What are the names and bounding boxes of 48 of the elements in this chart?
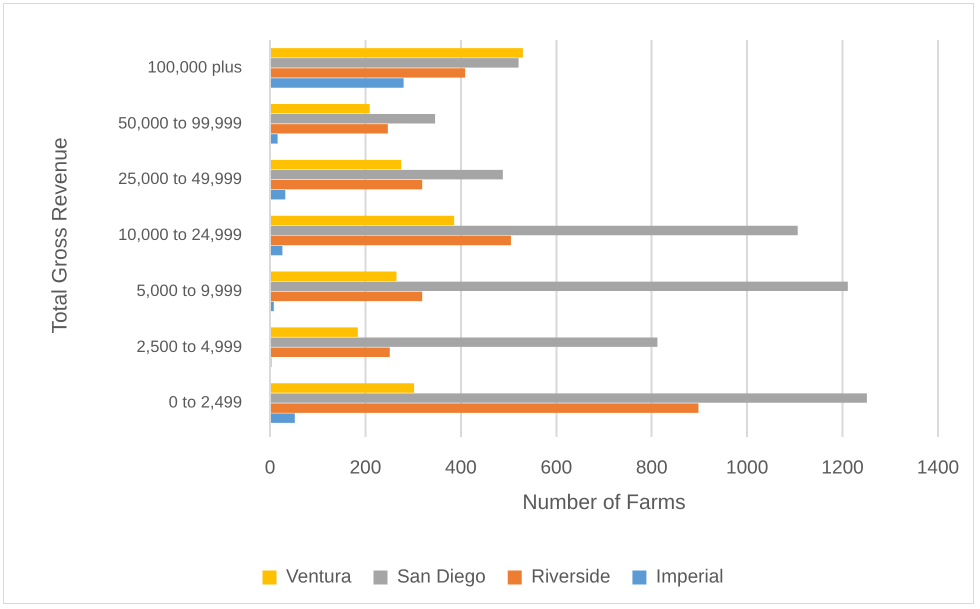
bar: [271, 383, 414, 393]
bar: [271, 246, 282, 256]
y-tick-label: 100,000 plus: [148, 58, 242, 76]
bar: [271, 216, 454, 226]
x-axis-title: Number of Farms: [522, 491, 686, 514]
x-tick-label: 200: [350, 458, 382, 479]
bar: [271, 78, 404, 88]
x-tick-label: 800: [636, 458, 668, 479]
x-tick-label: 1200: [821, 458, 864, 479]
bar: [271, 134, 278, 144]
legend-label: Ventura: [286, 566, 352, 588]
bar: [271, 272, 396, 281]
legend-label: San Diego: [397, 566, 486, 588]
bar: [271, 170, 503, 180]
x-tick-label: 600: [540, 458, 572, 479]
x-tick-label: 0: [264, 458, 276, 479]
x-tick-label: 400: [445, 458, 477, 479]
y-tick-label: 2,500 to 4,999: [136, 338, 242, 356]
bar: [271, 327, 358, 337]
bar: [271, 68, 466, 78]
bar: [271, 124, 388, 134]
y-axis-title: Total Gross Revenue: [48, 137, 72, 334]
x-tick-label: 1400: [916, 458, 960, 479]
y-tick-label: 50,000 to 99,999: [118, 114, 242, 132]
y-tick-label: 25,000 to 49,999: [118, 170, 242, 188]
bar: [271, 337, 658, 347]
bar: [271, 348, 390, 357]
bar: [271, 190, 286, 200]
bar: [271, 403, 698, 413]
bar: [271, 282, 848, 292]
bar: [271, 48, 523, 58]
bar: [271, 58, 519, 68]
y-tick-label: 5,000 to 9,999: [136, 282, 242, 300]
y-tick-label: 10,000 to 24,999: [118, 226, 242, 244]
y-tick-label: 0 to 2,499: [168, 394, 242, 412]
bar: [271, 226, 798, 236]
bar: [271, 292, 422, 302]
bar: [271, 114, 436, 124]
bar: [271, 160, 402, 170]
bar: [271, 302, 274, 312]
legend-label: Riverside: [531, 566, 610, 588]
bar: [271, 393, 867, 403]
bar: [271, 236, 511, 246]
legend-label: Imperial: [656, 566, 724, 588]
bar: [271, 413, 295, 423]
bar: [271, 104, 370, 114]
x-tick-label: 1000: [726, 458, 768, 479]
bar: [271, 180, 422, 190]
